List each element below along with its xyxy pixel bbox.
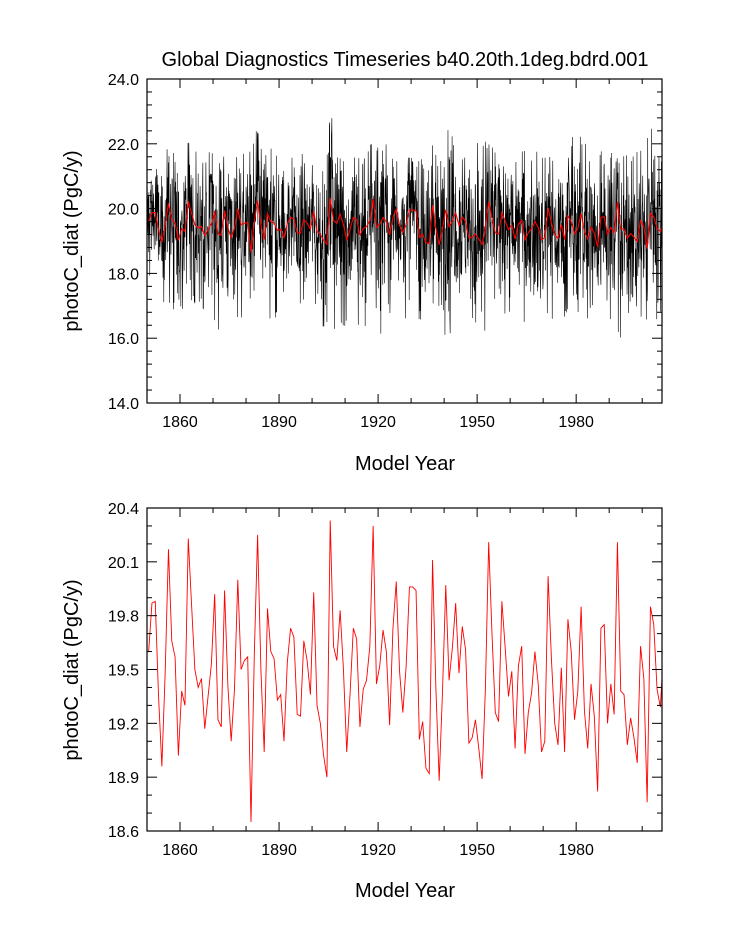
top-y-tick-label: 16.0 xyxy=(108,331,139,348)
top-plot-frame xyxy=(146,78,663,404)
top-series-monthly xyxy=(147,118,662,338)
top-y-tick-label: 20.0 xyxy=(108,202,139,219)
bottom-x-tick-label: 1860 xyxy=(162,842,198,859)
top-axis-ticks: 1860 1890 1920 1950 1980 14.0 16.0 18.0 20.0 22.0… xyxy=(108,72,662,431)
bottom-axis-ticks: 1860 1890 1920 1950 1980 18.6 18.9 19.2 19.5 19.8… xyxy=(108,501,662,859)
bottom-y-axis-label: photoC_diat (PgC/y) xyxy=(61,579,83,760)
top-y-tick-label: 18.0 xyxy=(108,266,139,283)
bottom-y-tick-label: 20.1 xyxy=(108,555,139,572)
top-x-tick-label: 1980 xyxy=(558,414,594,431)
top-x-axis-label: Model Year xyxy=(355,453,455,475)
bottom-series-lines xyxy=(148,520,662,823)
bottom-x-axis-label: Model Year xyxy=(355,880,455,902)
top-y-tick-label: 14.0 xyxy=(108,396,139,413)
bottom-series-annual-mean xyxy=(148,520,662,823)
bottom-y-tick-label: 18.6 xyxy=(108,824,139,841)
bottom-x-tick-label: 1950 xyxy=(459,842,495,859)
top-x-tick-label: 1920 xyxy=(360,414,396,431)
top-y-tick-label: 24.0 xyxy=(108,72,139,89)
top-x-tick-label: 1860 xyxy=(162,414,198,431)
bottom-y-tick-label: 19.8 xyxy=(108,609,139,626)
bottom-y-tick-label: 18.9 xyxy=(108,770,139,787)
top-y-tick-label: 22.0 xyxy=(108,137,139,154)
bottom-y-tick-label: 20.4 xyxy=(108,501,139,518)
top-panel: 1860 1890 1920 1950 1980 14.0 16.0 18.0 20.0 22.0… xyxy=(61,72,663,475)
top-x-tick-label: 1950 xyxy=(459,414,495,431)
top-series-lines xyxy=(147,118,662,338)
bottom-plot-frame xyxy=(146,507,663,832)
bottom-y-tick-label: 19.5 xyxy=(108,663,139,680)
top-y-axis-label: photoC_diat (PgC/y) xyxy=(61,150,83,331)
bottom-x-tick-label: 1890 xyxy=(261,842,297,859)
top-series-annual-mean xyxy=(148,197,662,253)
bottom-panel: 1860 1890 1920 1950 1980 18.6 18.9 19.2 19.5 19.8… xyxy=(61,501,663,902)
bottom-x-tick-label: 1920 xyxy=(360,842,396,859)
bottom-y-tick-label: 19.2 xyxy=(108,716,139,733)
chart-title: Global Diagnostics Timeseries b40.20th.1… xyxy=(162,49,649,71)
bottom-x-tick-label: 1980 xyxy=(558,842,594,859)
top-x-tick-label: 1890 xyxy=(261,414,297,431)
